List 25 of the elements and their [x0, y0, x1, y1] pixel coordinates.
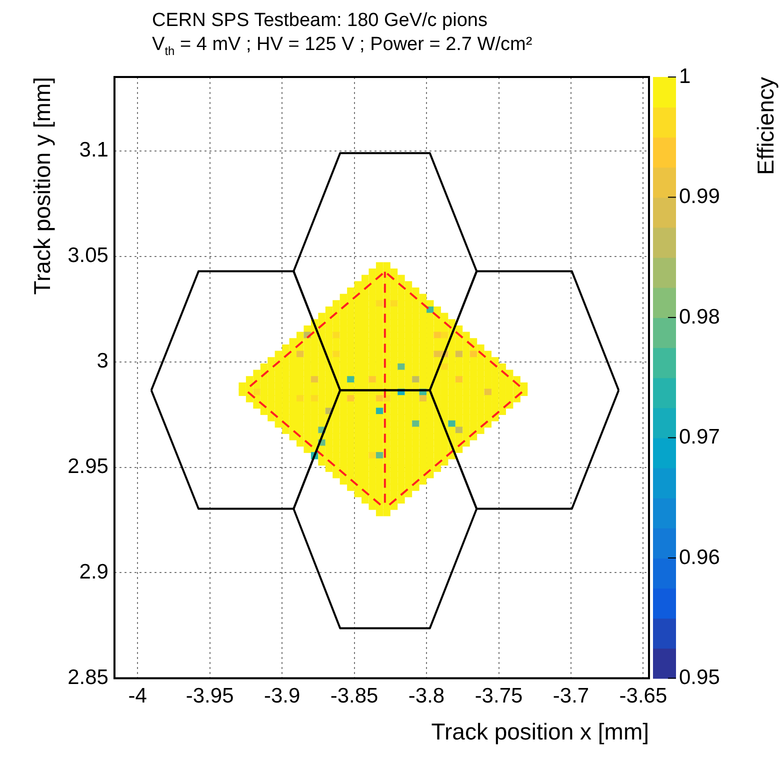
- x-tick-label: -3.7: [552, 684, 590, 708]
- color-bar-label: 0.97: [679, 426, 720, 449]
- x-tick-label: -3.9: [264, 684, 300, 708]
- y-tick-label: 3: [96, 350, 108, 373]
- x-tick-label: -3.8: [408, 684, 445, 708]
- y-tick-label: 3.1: [79, 138, 108, 162]
- y-tick-label: 2.95: [68, 455, 108, 478]
- y-tick-label: 2.85: [68, 666, 108, 689]
- x-axis-title: Track position x [mm]: [431, 718, 649, 745]
- color-bar-title: Efficiency: [752, 76, 778, 176]
- x-tick-label: -3.95: [186, 684, 234, 708]
- color-bar-label: 1: [679, 64, 691, 88]
- color-bar-label: 0.98: [679, 305, 720, 328]
- x-tick-label: -3.65: [619, 684, 668, 708]
- color-bar-label: 0.99: [679, 185, 720, 208]
- x-tick-label: -4: [128, 684, 148, 708]
- chart-title: CERN SPS Testbeam: 180 GeV/c pions: [152, 10, 488, 32]
- x-tick-label: -3.85: [330, 684, 378, 708]
- y-tick-label: 3.05: [68, 244, 108, 268]
- color-bar-label: 0.95: [679, 666, 720, 689]
- chart-subtitle: V$_{th}$ = 4 mV ; HV = 125 V ; Power = 2.7 W/cm²: [152, 34, 532, 60]
- x-tick-label: -3.75: [474, 684, 523, 708]
- color-bar-label: 0.96: [679, 546, 720, 569]
- y-tick-label: 2.9: [79, 560, 108, 584]
- y-axis-title: Track position y [mm]: [29, 77, 56, 295]
